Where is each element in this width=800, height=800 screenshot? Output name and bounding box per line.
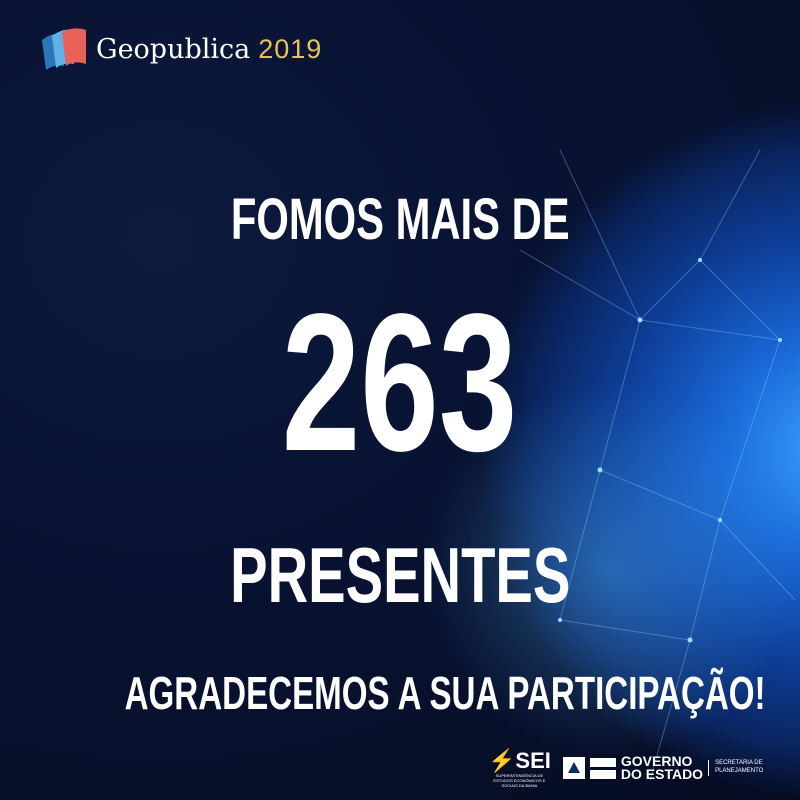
triangle-flag-icon — [562, 757, 585, 780]
flag-bars-icon — [589, 757, 616, 779]
gov-line2: DO ESTADO — [620, 766, 704, 783]
sei-name: SEI — [515, 748, 551, 773]
sec-line1: SECRETARIA DE — [715, 760, 763, 767]
brand-name: Geopublica — [96, 33, 251, 65]
geopublica-logo: Geopublica 2019 — [38, 26, 322, 72]
attendee-count: 263 — [282, 273, 518, 492]
gov-line1: GOVERNO — [620, 752, 693, 769]
sei-logo: ⚡ SEI SUPERINTENDÊNCIA DE ESTUDOS ECONÔMI… — [488, 748, 551, 788]
thanks-message: AGRADECEMOS A SUA PARTICIPAÇÃO! — [124, 667, 766, 719]
headline-line1: FOMOS MAIS DE — [230, 187, 570, 252]
geopublica-logo-icon — [42, 28, 86, 70]
sei-subtitle: SUPERINTENDÊNCIA DE ESTUDOS ECONÔMICOS E… — [493, 773, 546, 788]
sei-mark-icon: ⚡ — [488, 748, 516, 773]
brand-year: 2019 — [258, 33, 323, 64]
sec-line2: PLANEJAMENTO — [715, 768, 764, 775]
sponsor-logos: ⚡ SEI SUPERINTENDÊNCIA DE ESTUDOS ECONÔMI… — [488, 748, 788, 788]
governo-logo: GOVERNO DO ESTADO SECRETARIA DE PLANEJAMEN… — [562, 752, 764, 783]
globe-glow — [420, 380, 800, 760]
headline-line3: PRESENTES — [229, 531, 571, 619]
